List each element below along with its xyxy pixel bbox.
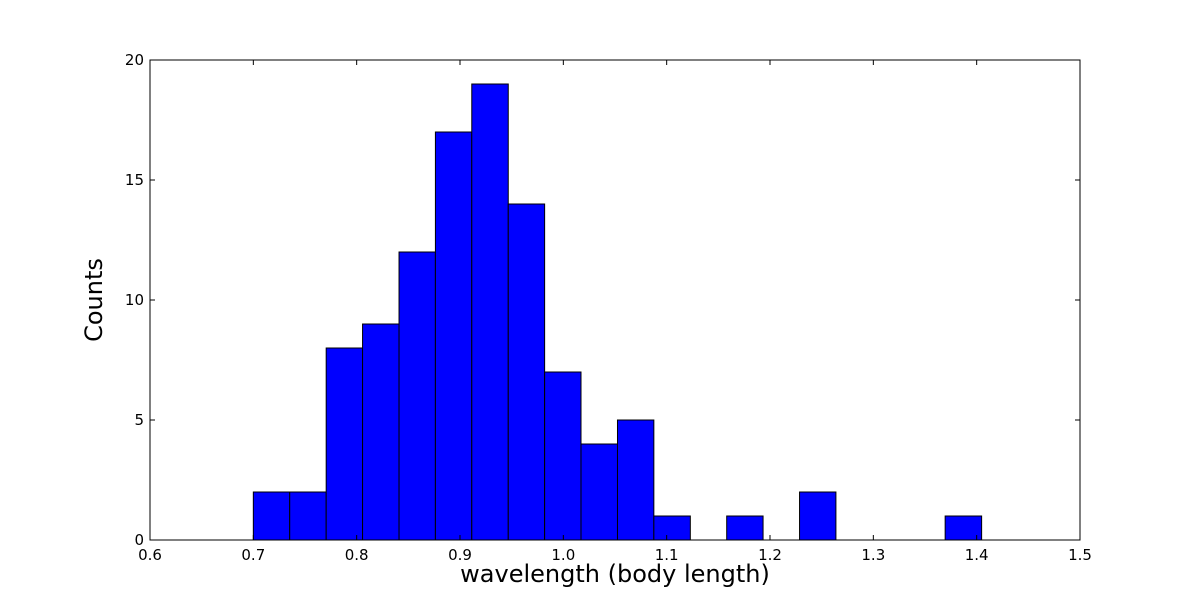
histogram-bar: [653, 515, 691, 541]
histogram-bar: [544, 371, 582, 541]
histogram-bar: [944, 515, 983, 541]
x-tick-label: 1.0: [551, 546, 575, 564]
histogram-bar: [398, 251, 436, 541]
y-tick-label: 15: [125, 171, 144, 189]
histogram-bar: [325, 347, 364, 541]
ticks-layer: [149, 59, 1081, 541]
x-tick-label: 0.8: [345, 546, 369, 564]
x-axis-title: wavelength (body length): [460, 560, 770, 588]
histogram-bar: [289, 491, 327, 541]
x-tick-label: 1.5: [1068, 546, 1092, 564]
y-tick-label: 5: [134, 411, 144, 429]
histogram-bar: [799, 491, 837, 541]
x-tick-label: 1.1: [655, 546, 679, 564]
x-tick-label: 0.6: [138, 546, 162, 564]
x-tick-label: 0.7: [241, 546, 265, 564]
x-tick-label: 1.3: [861, 546, 885, 564]
y-tick-label: 0: [134, 531, 144, 549]
histogram-bar: [507, 203, 546, 541]
histogram-bar: [580, 443, 618, 541]
y-axis-title: Counts: [80, 258, 108, 342]
histogram-bar: [252, 491, 291, 541]
x-tick-label: 1.2: [758, 546, 782, 564]
x-tick-label: 1.4: [965, 546, 989, 564]
y-tick-label: 10: [125, 291, 144, 309]
bars-layer: [252, 83, 983, 541]
histogram-bar: [362, 323, 400, 541]
histogram-bar: [616, 419, 655, 541]
histogram-bar: [434, 131, 473, 541]
histogram-bar: [471, 83, 509, 541]
x-tick-label: 0.9: [448, 546, 472, 564]
histogram-bar: [726, 515, 764, 541]
y-tick-label: 20: [125, 51, 144, 69]
tick-labels-layer: 0.6 0.7 0.8 0.9 1.0 1.1 1.2 1.3 1.4 1.5 0 5 10 15 20: [125, 51, 1092, 564]
